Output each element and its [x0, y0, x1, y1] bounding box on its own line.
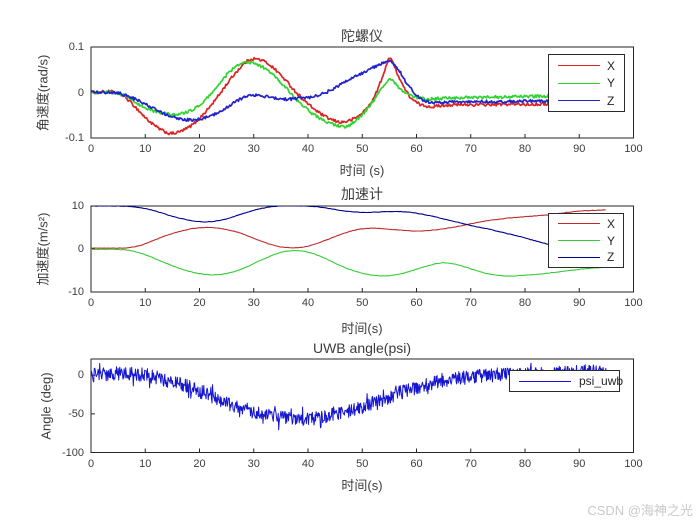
x-tick-label: 30 — [247, 297, 260, 309]
y-tick-label: 0 — [77, 369, 84, 382]
legend-entry-x[interactable]: X — [549, 217, 623, 231]
legend-line-sample — [558, 240, 600, 241]
legend-entry-psi-uwb[interactable]: psi_uwb — [510, 374, 623, 388]
x-tick-label: 30 — [247, 457, 260, 470]
x-tick-label: 70 — [464, 143, 477, 155]
series-X — [91, 209, 606, 249]
uwb-legend[interactable]: psi_uwb — [509, 370, 623, 392]
x-tick-label: 40 — [301, 297, 315, 309]
legend-line-sample — [558, 223, 600, 225]
x-tick-label: 40 — [301, 143, 315, 155]
uwb-title: UWB angle(psi) — [312, 340, 412, 356]
gyro-title: 陀螺仪 — [341, 28, 383, 44]
x-tick-label: 20 — [193, 143, 206, 155]
y-tick-label: 0.1 — [68, 41, 84, 53]
x-tick-label: 70 — [464, 297, 477, 309]
x-tick-label: 0 — [87, 143, 95, 155]
x-tick-label: 80 — [518, 143, 532, 155]
x-tick-label: 90 — [573, 457, 586, 470]
y-tick-label: -0.1 — [65, 132, 84, 144]
x-tick-label: 60 — [410, 143, 423, 155]
y-tick-label: -50 — [68, 407, 84, 420]
series-Y — [91, 248, 606, 277]
x-tick-label: 60 — [410, 297, 423, 309]
legend-line-sample — [558, 256, 600, 258]
legend-line-sample — [558, 82, 600, 84]
x-tick-label: 30 — [247, 143, 260, 155]
y-tick-label: 0 — [77, 243, 84, 255]
x-tick-label: 40 — [301, 457, 315, 470]
gyro-xlabel: 时间 (s) — [339, 163, 385, 178]
y-tick-label: -10 — [68, 286, 84, 298]
x-tick-label: 50 — [356, 457, 369, 470]
legend-entry-y[interactable]: Y — [549, 76, 624, 90]
x-tick-label: 60 — [410, 457, 423, 470]
y-tick-label: -100 — [61, 446, 84, 459]
y-tick-label: 10 — [71, 200, 84, 212]
x-tick-label: 50 — [356, 297, 369, 309]
x-tick-label: 100 — [624, 297, 643, 309]
x-tick-label: 80 — [518, 457, 532, 470]
legend-entry-z[interactable]: Z — [549, 250, 623, 264]
x-tick-label: 0 — [87, 297, 95, 309]
gyro-legend[interactable]: X Y Z — [548, 54, 625, 112]
legend-label: X — [607, 216, 616, 231]
x-tick-label: 0 — [87, 457, 95, 470]
legend-label: Z — [607, 93, 615, 108]
x-tick-label: 100 — [624, 457, 643, 470]
accel-xlabel: 时间(s) — [341, 321, 383, 336]
x-tick-label: 10 — [139, 457, 152, 470]
x-tick-label: 100 — [624, 143, 643, 155]
legend-line-sample — [558, 65, 600, 66]
y-tick-label: 0 — [77, 86, 84, 99]
legend-entry-x[interactable]: X — [549, 59, 624, 73]
series-Z — [91, 206, 606, 251]
legend-label: X — [607, 58, 616, 73]
legend-line-sample — [519, 380, 571, 382]
accel-legend[interactable]: X Y Z — [548, 213, 624, 268]
legend-label: Y — [607, 76, 616, 90]
legend-label: Y — [607, 233, 616, 248]
legend-entry-z[interactable]: Z — [549, 94, 624, 108]
x-tick-label: 50 — [356, 143, 369, 155]
watermark: CSDN @海神之光 — [587, 503, 693, 518]
series-X — [91, 56, 607, 136]
series-Y — [91, 60, 607, 129]
x-tick-label: 20 — [193, 457, 206, 470]
legend-line-sample — [558, 100, 600, 101]
x-tick-label: 90 — [573, 143, 586, 155]
x-tick-label: 10 — [139, 297, 152, 309]
series-psi_uwb — [91, 362, 607, 431]
uwb-xlabel: 时间(s) — [341, 478, 383, 493]
legend-label: psi_uwb — [579, 374, 624, 388]
x-tick-label: 20 — [193, 297, 206, 309]
legend-label: Z — [607, 250, 615, 265]
x-tick-label: 10 — [139, 143, 152, 155]
uwb-ylabel: Angle (deg) — [38, 372, 54, 440]
x-tick-label: 70 — [464, 457, 477, 470]
series-Z — [91, 59, 607, 122]
x-tick-label: 90 — [573, 297, 586, 309]
legend-entry-y[interactable]: Y — [549, 234, 623, 248]
accel-title: 加速计 — [341, 186, 383, 202]
x-tick-label: 80 — [518, 297, 532, 309]
